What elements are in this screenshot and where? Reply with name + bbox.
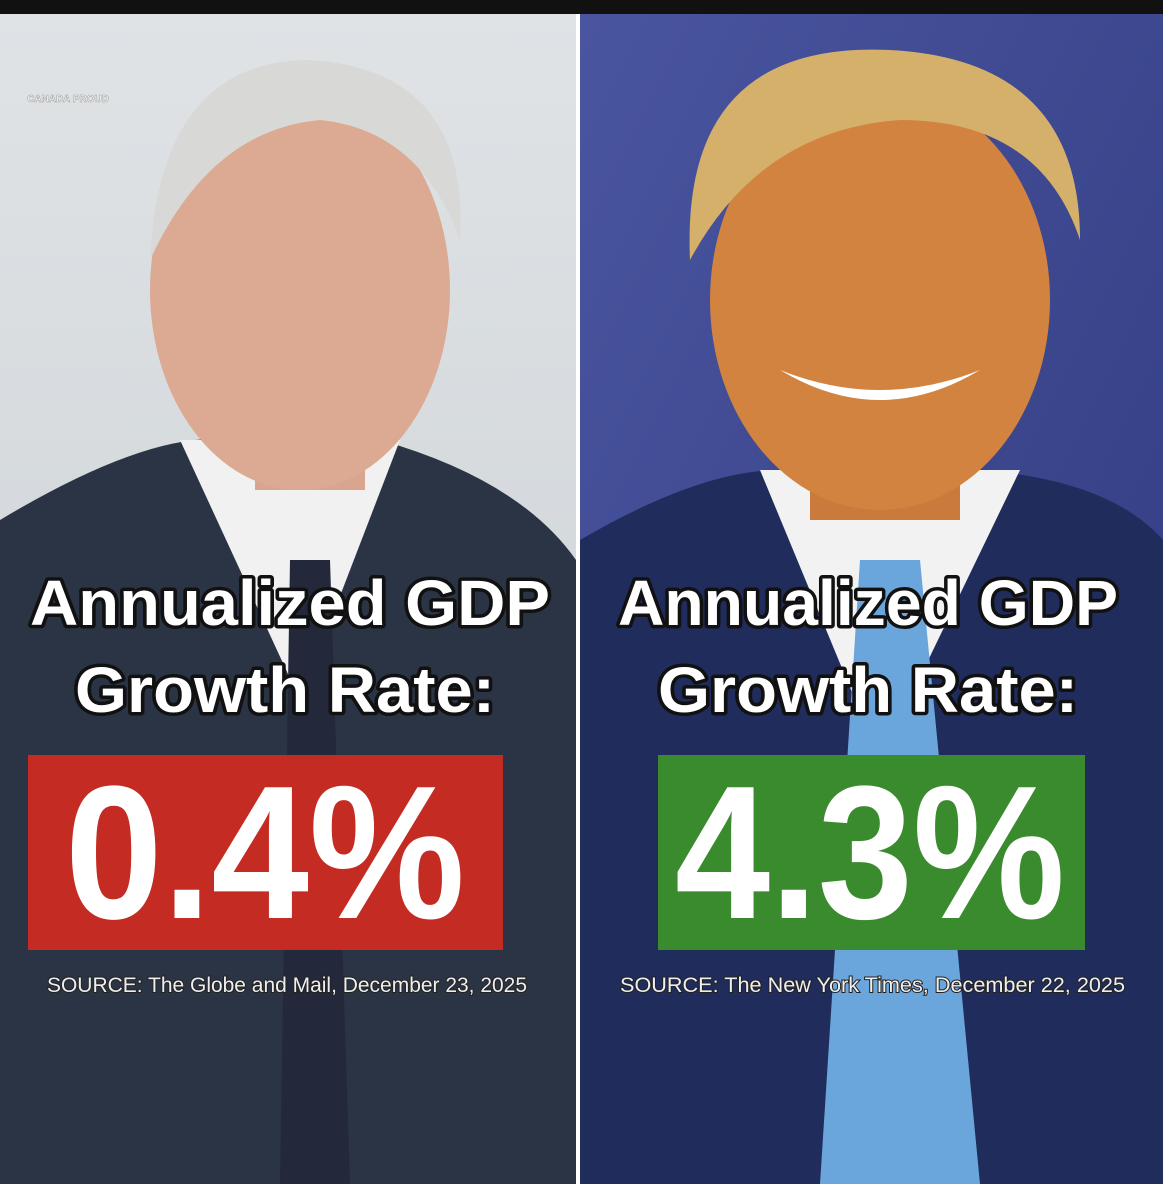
value: 4.3% xyxy=(675,747,1065,959)
divider xyxy=(576,14,580,1184)
heading: Growth Rate: xyxy=(658,654,1078,726)
value-box xyxy=(28,755,503,950)
heading: Growth Rate: xyxy=(75,654,495,726)
heading: Annualized GDP xyxy=(30,567,550,639)
source: SOURCE: The Globe and Mail, December 23,… xyxy=(47,974,527,997)
value-box xyxy=(658,755,1085,950)
right-photo xyxy=(580,14,1163,1184)
bottom-strip xyxy=(0,1184,1163,1200)
logo: CANADA PROUD xyxy=(27,94,109,105)
top-border xyxy=(0,0,1163,14)
heading: Annualized GDP xyxy=(618,567,1118,639)
source: SOURCE: The New York Times, December 22,… xyxy=(620,974,1125,997)
value: 0.4% xyxy=(65,747,465,959)
